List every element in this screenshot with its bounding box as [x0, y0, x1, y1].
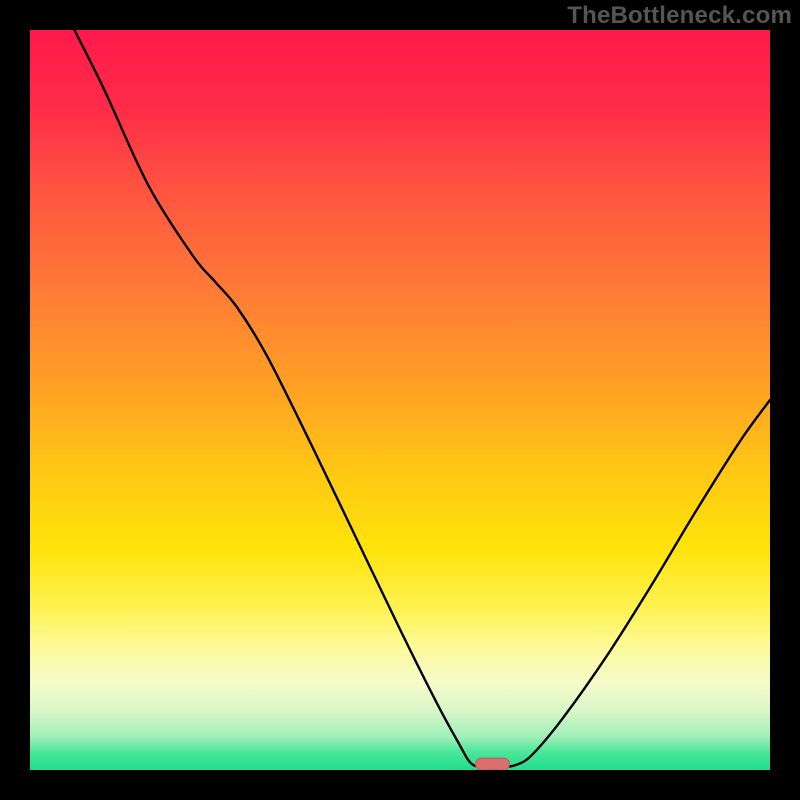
chart-frame: TheBottleneck.com [0, 0, 800, 800]
watermark-label: TheBottleneck.com [567, 2, 792, 30]
plot-area [30, 30, 770, 770]
optimal-marker [475, 758, 509, 770]
bottleneck-line [74, 30, 770, 768]
bottleneck-curve [30, 30, 770, 770]
